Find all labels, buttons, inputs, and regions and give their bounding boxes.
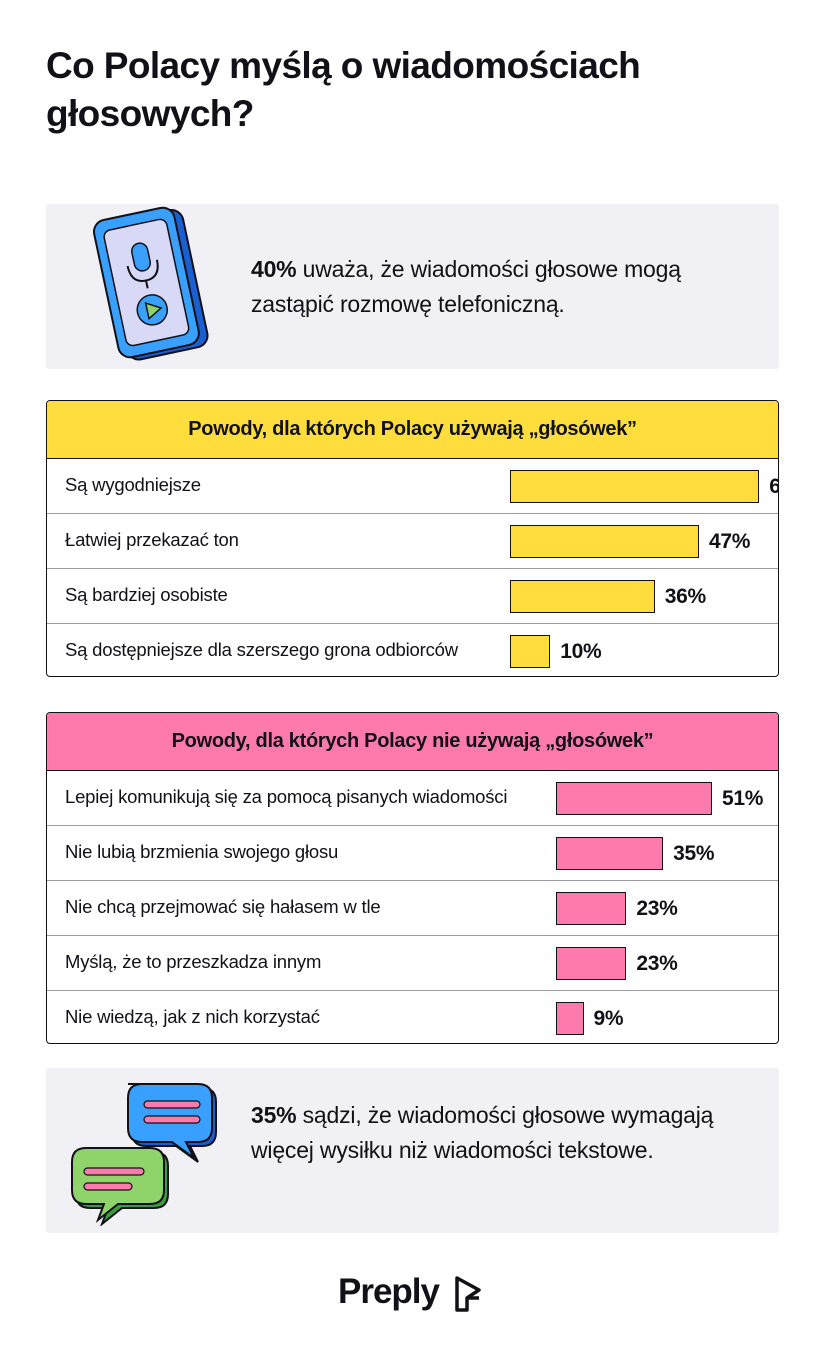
bar xyxy=(510,635,551,668)
reasons-use-title: Powody, dla których Polacy używają „głos… xyxy=(47,401,778,459)
bar-value-label: 51% xyxy=(722,787,764,810)
row-label: Nie chcą przejmować się hałasem w tle xyxy=(65,896,381,917)
bar-value-label: 62% xyxy=(769,475,778,499)
table-row: Lepiej komunikują się za pomocą pisanych… xyxy=(47,771,778,826)
row-label: Są bardziej osobiste xyxy=(65,584,228,605)
table-row: Nie lubią brzmienia swojego głosu 35% xyxy=(47,826,778,881)
bar-value-label: 23% xyxy=(636,952,678,975)
stat-text-top: 40% uważa, że wiadomości głosowe mogą za… xyxy=(251,252,751,322)
table-row: Łatwiej przekazać ton 47% xyxy=(47,514,778,569)
stat-card-top: 40% uważa, że wiadomości głosowe mogą za… xyxy=(46,204,779,369)
preply-logo: Preply xyxy=(338,1272,488,1316)
row-label: Nie wiedzą, jak z nich korzystać xyxy=(65,1006,320,1027)
bar xyxy=(556,947,627,980)
bar xyxy=(556,837,664,870)
stat-description: uważa, że wiadomości głosowe mogą zastąp… xyxy=(251,256,681,317)
table-row: Nie chcą przejmować się hałasem w tle 23% xyxy=(47,881,778,936)
stat-description: sądzi, że wiadomości głosowe wymagają wi… xyxy=(251,1102,714,1163)
bar-value-label: 36% xyxy=(664,585,706,608)
bar-value-label: 10% xyxy=(560,640,602,663)
row-label: Łatwiej przekazać ton xyxy=(65,529,239,550)
stat-highlight: 35% xyxy=(251,1102,297,1128)
table-row: Są dostępniejsze dla szerszego grona odb… xyxy=(47,624,778,676)
bar xyxy=(510,470,760,503)
preply-logo-icon xyxy=(455,1276,481,1312)
row-label: Nie lubią brzmienia swojego głosu xyxy=(65,841,339,862)
table-row: Są wygodniejsze 62% xyxy=(47,459,778,514)
bar-value-label: 47% xyxy=(708,530,751,553)
table-row: Nie wiedzą, jak z nich korzystać 9% xyxy=(47,991,778,1043)
bar-value-label: 9% xyxy=(593,1007,624,1030)
reasons-not-use-table: Powody, dla których Polacy nie używają „… xyxy=(46,712,779,1044)
phone-microphone-icon xyxy=(92,206,209,361)
row-label: Myślą, że to przeszkadza innym xyxy=(65,951,322,972)
bar xyxy=(556,782,713,815)
reasons-not-use-title: Powody, dla których Polacy nie używają „… xyxy=(47,713,778,771)
table-row: Myślą, że to przeszkadza innym 23% xyxy=(47,936,778,991)
reasons-use-table: Powody, dla których Polacy używają „głos… xyxy=(46,400,779,677)
bar-value-label: 23% xyxy=(636,897,678,920)
stat-card-bottom: 35% sądzi, że wiadomości głosowe wymagaj… xyxy=(46,1068,779,1233)
row-label: Są wygodniejsze xyxy=(65,474,201,495)
logo-text: Preply xyxy=(338,1272,440,1311)
table-row: Są bardziej osobiste 36% xyxy=(47,569,778,624)
bar xyxy=(556,1002,584,1035)
bar-value-label: 35% xyxy=(673,842,715,865)
row-label: Są dostępniejsze dla szerszego grona odb… xyxy=(65,639,458,660)
row-label: Lepiej komunikują się za pomocą pisanych… xyxy=(65,786,508,807)
page-title: Co Polacy myślą o wiadomościach głosowyc… xyxy=(46,45,641,134)
bar xyxy=(510,525,699,558)
bar xyxy=(556,892,627,925)
chat-bubbles-icon xyxy=(71,1083,217,1226)
stat-highlight: 40% xyxy=(251,256,297,282)
stat-text-bottom: 35% sądzi, że wiadomości głosowe wymagaj… xyxy=(251,1098,731,1168)
bar xyxy=(510,580,655,613)
